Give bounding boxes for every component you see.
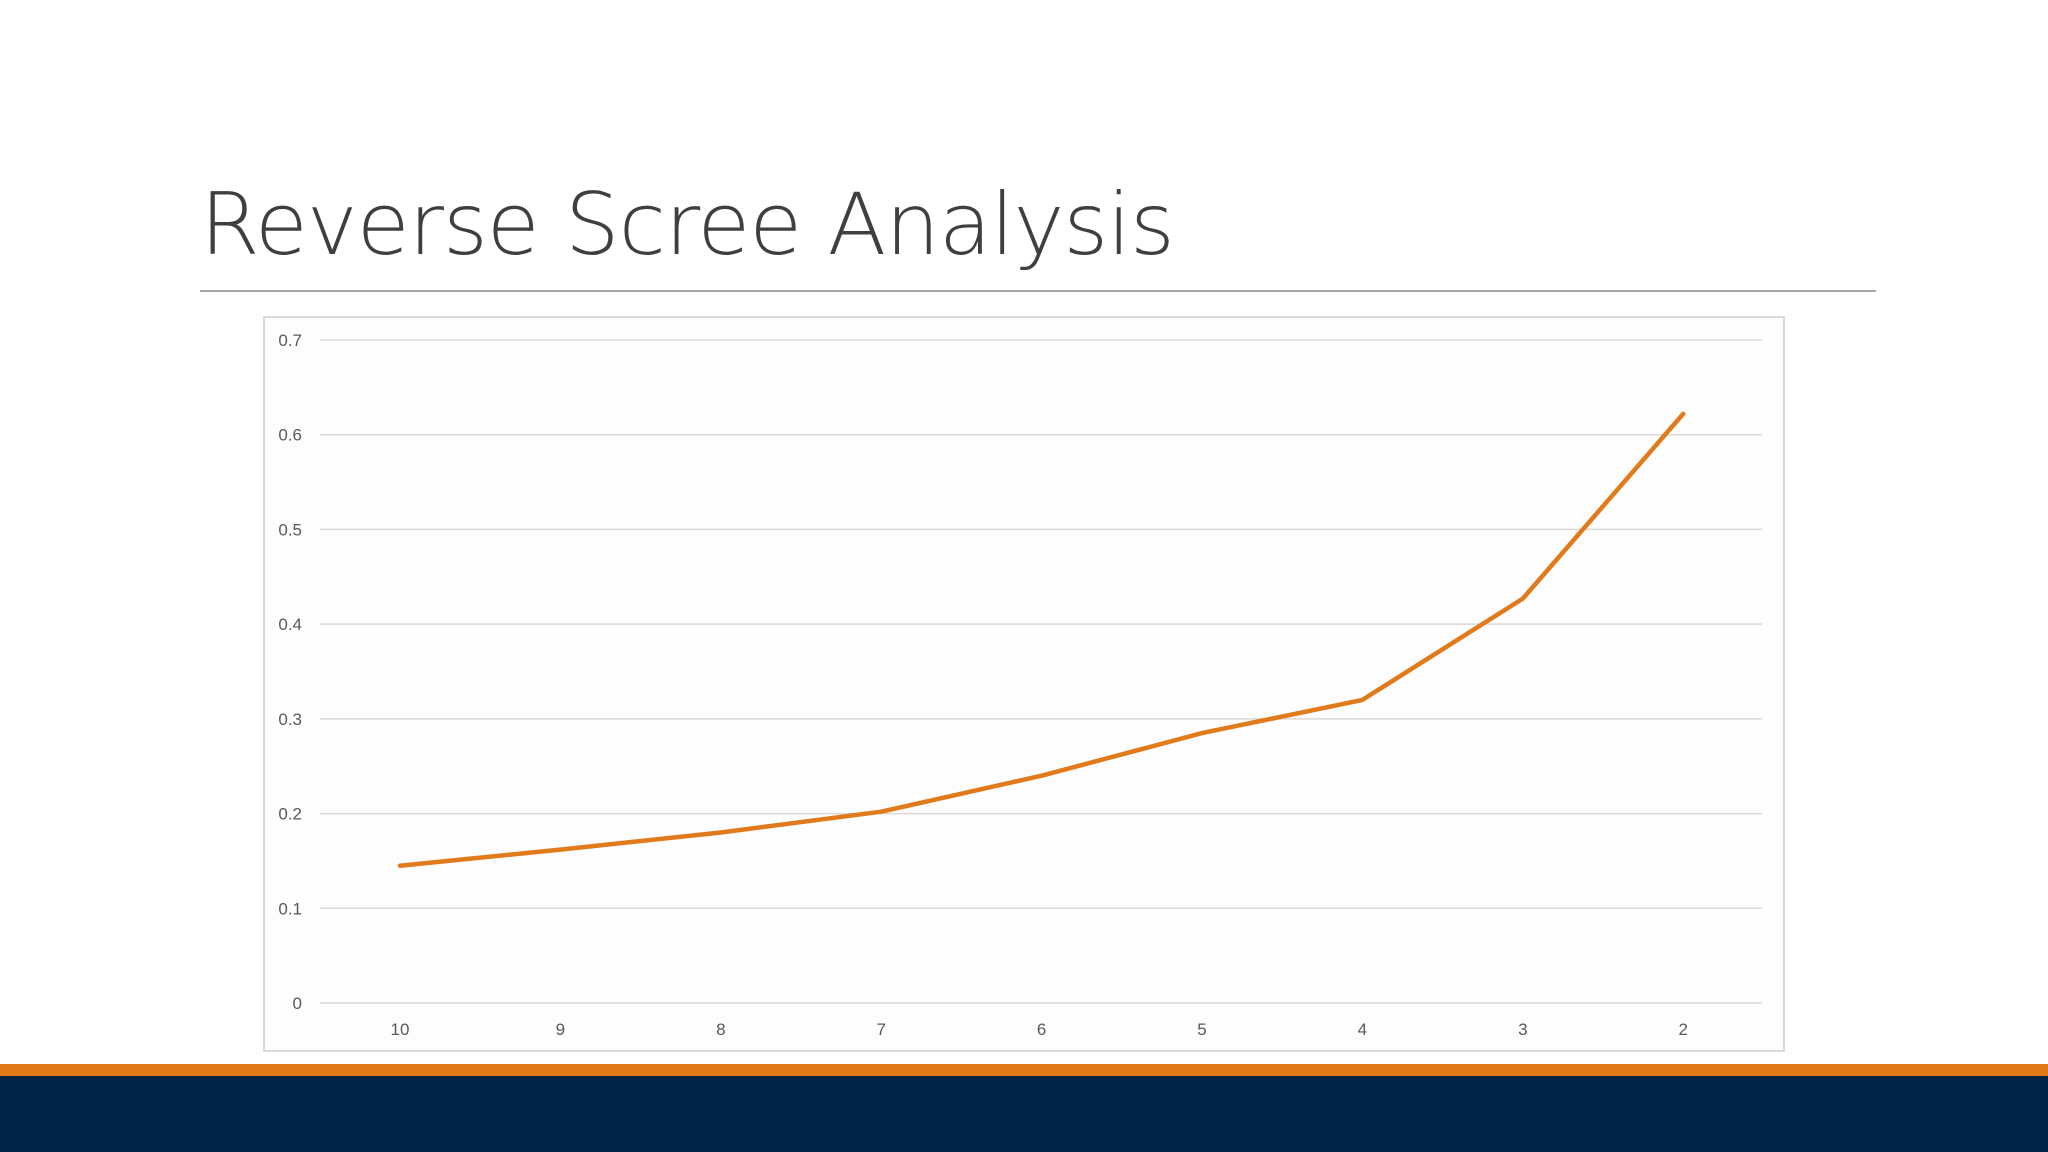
data-point: [718, 830, 723, 835]
x-axis-ticks: 10 9 8 7 6 5 4 3 2: [391, 1020, 1688, 1039]
x-tick-label: 5: [1197, 1020, 1206, 1039]
accent-stripe: [0, 1064, 2048, 1076]
y-axis-ticks: 0 0.1 0.2 0.3 0.4 0.5 0.6 0.7: [278, 331, 302, 1013]
y-tick-label: 0: [293, 994, 302, 1013]
x-tick-label: 3: [1518, 1020, 1527, 1039]
data-point: [879, 809, 884, 814]
data-point: [558, 847, 563, 852]
x-tick-label: 8: [716, 1020, 725, 1039]
x-tick-label: 9: [556, 1020, 565, 1039]
title-divider: [200, 290, 1876, 292]
gridlines: [320, 339, 1762, 1004]
chart-area: [263, 316, 1785, 1052]
y-tick-label: 0.2: [278, 805, 302, 824]
x-tick-label: 4: [1358, 1020, 1367, 1039]
y-tick-label: 0.6: [278, 426, 302, 445]
x-tick-label: 10: [391, 1020, 410, 1039]
series-line: [397, 411, 1686, 868]
x-tick-label: 6: [1037, 1020, 1046, 1039]
x-tick-label: 7: [876, 1020, 885, 1039]
y-tick-label: 0.1: [278, 899, 302, 918]
data-point: [1681, 411, 1686, 416]
y-tick-label: 0.5: [278, 520, 302, 539]
data-point: [1520, 596, 1525, 601]
y-tick-label: 0.4: [278, 615, 302, 634]
footer-bar: [0, 1076, 2048, 1152]
slide-title: Reverse Scree Analysis: [200, 175, 1175, 275]
data-point: [1360, 697, 1365, 702]
y-tick-label: 0.7: [278, 331, 302, 350]
data-point: [1039, 773, 1044, 778]
y-tick-label: 0.3: [278, 710, 302, 729]
x-tick-label: 2: [1678, 1020, 1687, 1039]
series-layer: [397, 411, 1686, 868]
data-point: [398, 863, 402, 868]
data-point: [1200, 731, 1204, 736]
